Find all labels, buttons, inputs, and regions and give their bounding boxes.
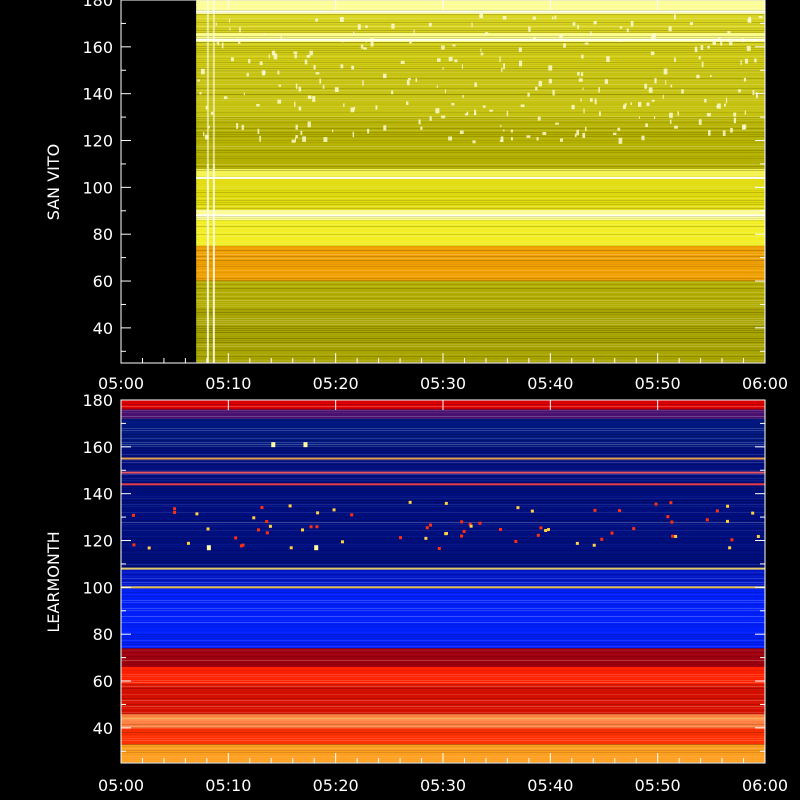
heatmap-band (196, 177, 766, 211)
y-tick-label: 140 (82, 485, 113, 504)
heatmap-band (196, 0, 766, 15)
heatmap-band (196, 14, 766, 33)
heatmap-band (196, 70, 766, 118)
emission-line (196, 209, 766, 212)
x-tick-label: 05:20 (313, 374, 359, 393)
heatmap-band (196, 220, 766, 246)
y-axis-label: LEARMONTH (44, 531, 63, 632)
heatmap-band (196, 281, 766, 310)
heatmap-band (121, 409, 765, 419)
x-tick-label: 05:40 (527, 776, 573, 795)
heatmap-band (121, 568, 765, 588)
y-tick-label: 160 (82, 38, 113, 57)
interference-streak (212, 163, 215, 363)
y-axis-label: SAN VITO (44, 144, 63, 220)
heatmap-band (121, 666, 765, 686)
emission-line (121, 717, 765, 720)
heatmap-band (196, 309, 766, 363)
y-tick-label: 80 (93, 625, 113, 644)
emission-line (196, 38, 766, 41)
x-tick-label: 05:40 (527, 374, 573, 393)
heatmap-texture (196, 0, 766, 363)
heatmap-band (196, 42, 766, 71)
x-tick-label: 05:30 (420, 374, 466, 393)
emission-line (121, 457, 765, 460)
heatmap-band (196, 245, 766, 282)
emission-line (121, 471, 765, 474)
speckles (197, 12, 763, 144)
y-tick-label: 180 (82, 391, 113, 410)
y-tick-label: 60 (93, 272, 113, 291)
y-tick-label: 80 (93, 225, 113, 244)
x-tick-label: 05:20 (313, 776, 359, 795)
y-tick-label: 180 (82, 0, 113, 10)
x-tick-label: 05:10 (205, 374, 251, 393)
heatmap-band (121, 713, 765, 728)
heatmap-band (121, 727, 765, 745)
x-tick-label: 05:00 (98, 776, 144, 795)
heatmap-band (196, 168, 766, 178)
heatmap-band (121, 418, 765, 447)
speckles (131, 442, 760, 551)
x-tick-label: 05:10 (205, 776, 251, 795)
x-tick-label: 05:50 (635, 374, 681, 393)
heatmap-band (121, 648, 765, 667)
emission-line (196, 214, 766, 217)
heatmap-band (121, 446, 765, 569)
y-tick-label: 60 (93, 672, 113, 691)
y-tick-label: 120 (82, 532, 113, 551)
emission-line (121, 567, 765, 570)
emission-line (196, 10, 766, 13)
x-tick-label: 05:30 (420, 776, 466, 795)
interference-streak (212, 0, 215, 164)
y-tick-label: 140 (82, 85, 113, 104)
y-tick-label: 160 (82, 438, 113, 457)
panel-learmonth: LEARMONTH 40 60 80 100 120 140 160 180 05:00 05:1… (44, 391, 788, 795)
y-tick-label: 120 (82, 132, 113, 151)
interference-streak (206, 163, 209, 363)
heatmap-band (121, 587, 765, 649)
emission-line (196, 34, 766, 37)
y-tick-label: 100 (82, 578, 113, 597)
emission-line (121, 586, 765, 589)
heatmap-band (121, 685, 765, 714)
interference-streak (206, 0, 209, 164)
x-tick-label: 06:00 (742, 374, 788, 393)
y-tick-label: 40 (93, 319, 113, 338)
heatmap-band (196, 32, 766, 43)
emission-line (196, 176, 766, 179)
y-tick-label: 100 (82, 178, 113, 197)
emission-line (121, 483, 765, 486)
x-tick-label: 06:00 (742, 776, 788, 795)
x-tick-label: 05:50 (635, 776, 681, 795)
panel-san-vito: SAN VITO 40 60 80 100 120 140 160 180 05:00 05:10… (44, 0, 788, 393)
heatmap-band (196, 117, 766, 169)
y-tick-label: 40 (93, 719, 113, 738)
heatmap-texture (121, 400, 765, 763)
x-tick-label: 05:00 (98, 374, 144, 393)
